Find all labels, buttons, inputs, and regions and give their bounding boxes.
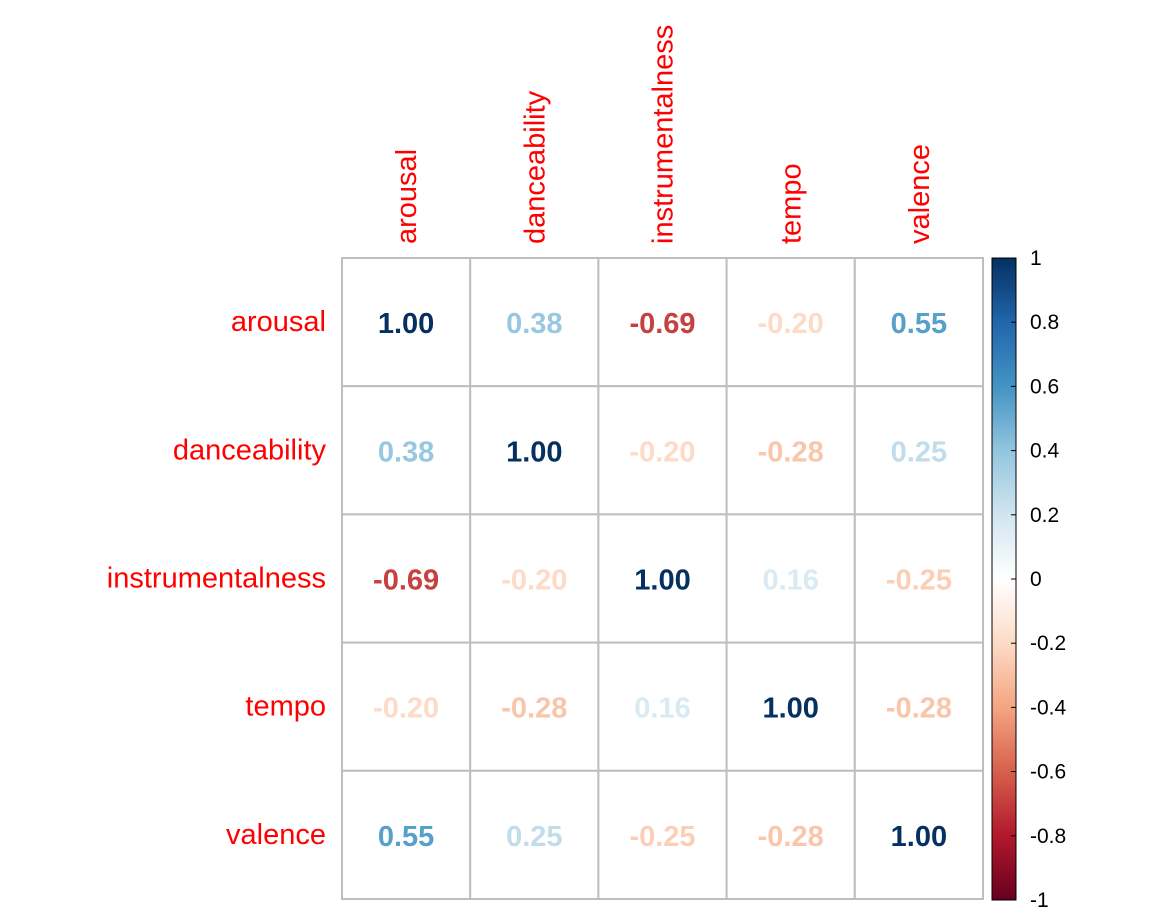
colorbar-tick-label: -0.6	[1030, 761, 1066, 784]
colorbar-tick-label: -0.4	[1030, 696, 1067, 719]
matrix-cell	[469, 769, 600, 900]
column-label: tempo	[776, 163, 808, 244]
colorbar-tick-label: 0.6	[1030, 375, 1059, 398]
correlation-value: -0.28	[758, 821, 824, 853]
row-label: danceability	[173, 434, 327, 466]
correlation-value: 1.00	[634, 565, 690, 597]
matrix-cell	[597, 641, 728, 772]
colorbar: 1 0.8 0.6 0.4 0.2 0 -0.2 -0.4 -0.6 -0.8 -1	[991, 247, 1067, 912]
correlation-value: 1.00	[506, 436, 562, 468]
correlation-value: 0.55	[891, 308, 947, 340]
matrix-cell	[469, 513, 600, 644]
correlation-value: 0.38	[378, 436, 434, 468]
row-label: tempo	[245, 691, 326, 723]
correlation-value: 0.16	[634, 693, 690, 725]
column-labels: arousal danceability instrumentalness tempo…	[391, 25, 936, 244]
correlation-value: -0.25	[886, 565, 952, 597]
column-label: danceability	[519, 90, 551, 244]
matrix-cell	[725, 641, 856, 772]
column-label: arousal	[391, 149, 423, 244]
colorbar-tick-label: 0.8	[1030, 311, 1059, 334]
colorbar-tick-label: -0.2	[1030, 632, 1066, 655]
column-label: instrumentalness	[648, 25, 680, 244]
matrix-cell	[597, 385, 728, 516]
matrix-cell	[725, 513, 856, 644]
matrix-cell	[725, 257, 856, 388]
colorbar-tick-label: 0	[1030, 568, 1042, 591]
matrix-cell	[597, 257, 728, 388]
matrix-cell	[341, 641, 472, 772]
colorbar-tick-label: -0.8	[1030, 825, 1066, 848]
correlation-value: -0.20	[501, 565, 567, 597]
correlation-value: 0.55	[378, 821, 434, 853]
matrix-values: 1.00 0.38 -0.69 -0.20 0.55 0.38 1.00 -0.20 -0.28…	[373, 308, 952, 853]
correlation-value: -0.20	[373, 693, 439, 725]
matrix-cell	[341, 257, 472, 388]
matrix-cell	[853, 769, 984, 900]
correlation-value: 0.25	[891, 436, 947, 468]
correlation-value: 1.00	[378, 308, 434, 340]
correlation-value: 0.25	[506, 821, 562, 853]
row-labels: arousal danceability instrumentalness tempo…	[107, 306, 327, 851]
correlation-value: 0.38	[506, 308, 562, 340]
correlation-value: 1.00	[891, 821, 947, 853]
row-label: valence	[226, 819, 326, 851]
correlation-value: 0.16	[762, 565, 818, 597]
matrix-cell	[597, 769, 728, 900]
correlation-value: -0.28	[886, 693, 952, 725]
correlation-value: -0.20	[758, 308, 824, 340]
correlation-value: -0.69	[373, 565, 439, 597]
correlation-value: -0.28	[758, 436, 824, 468]
matrix-cell	[853, 385, 984, 516]
matrix-cell	[341, 769, 472, 900]
correlation-value: 1.00	[762, 693, 818, 725]
colorbar-tick-label: 0.4	[1030, 440, 1060, 463]
correlation-value: -0.20	[629, 436, 695, 468]
matrix-cell	[341, 385, 472, 516]
correlation-value: -0.25	[629, 821, 695, 853]
colorbar-tick-label: 1	[1030, 247, 1042, 270]
column-label: valence	[904, 144, 936, 244]
matrix-cell	[469, 257, 600, 388]
matrix-cell	[469, 641, 600, 772]
correlation-value: -0.28	[501, 693, 567, 725]
row-label: arousal	[231, 306, 326, 338]
colorbar-tick-label: -1	[1030, 889, 1049, 912]
correlation-value: -0.69	[629, 308, 695, 340]
matrix-grid	[341, 257, 984, 900]
row-label: instrumentalness	[107, 563, 326, 595]
matrix-cell	[853, 641, 984, 772]
colorbar-tick-label: 0.2	[1030, 504, 1059, 527]
